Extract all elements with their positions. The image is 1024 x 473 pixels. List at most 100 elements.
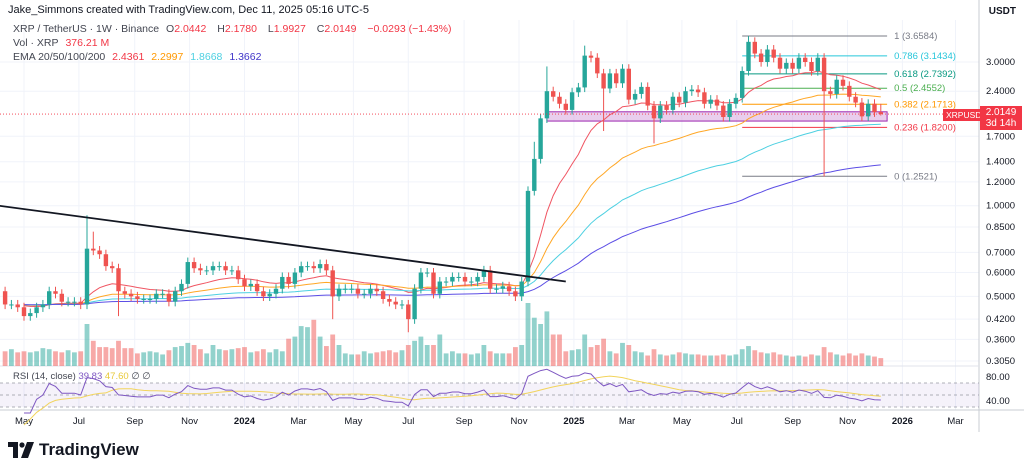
candle [544,66,550,124]
candle [399,299,405,310]
volume-bar [147,351,153,366]
candle-body [15,304,20,308]
volume-bar [702,355,707,366]
rsi-label[interactable]: RSI (14, close) [13,371,76,382]
price-tick-label: 1.7000 [986,131,1015,142]
volume-bar [563,351,569,366]
candle-body [576,87,581,93]
candle [236,265,241,284]
bar-countdown: 3d 14h [985,118,1017,129]
time-tick-label: May [673,416,691,427]
brand-name: TradingView [39,440,139,459]
candle-body [456,276,461,278]
rsi-ma-value: 47.60 [104,371,129,382]
volume-bar [828,352,833,366]
candle-body [362,293,367,295]
volume-bar [651,349,657,366]
candle-body [481,270,487,277]
volume-bar [109,348,115,366]
volume-bar [2,351,8,366]
ema-label[interactable]: EMA 20/50/100/200 [13,51,106,63]
tradingview-logo[interactable]: TradingView [8,440,139,460]
candle-body [872,103,877,113]
volume-bar [872,356,877,366]
volume-bar [116,340,121,366]
candle-body [859,102,865,117]
candle-body [311,266,316,269]
candle-body [135,296,140,300]
volume-bar [462,353,468,366]
volume-bar [456,353,462,366]
candle [53,286,58,299]
candle [740,66,745,103]
candle-body [267,293,272,297]
candle-body [166,293,172,302]
candle-body [771,49,776,58]
volume-bar [752,350,758,366]
candle-body [721,105,726,118]
candle [217,261,222,271]
volume-bar [72,352,77,366]
volume-bar [172,347,178,366]
candle [387,294,392,307]
volume-bar [468,354,474,366]
candle-body [236,270,241,280]
volume-bar [424,345,430,366]
candle-body [374,288,379,292]
volume-bar [9,349,14,366]
candle-body [866,103,871,117]
symbol-title[interactable]: XRP / TetherUS · 1W · Binance [13,23,160,35]
candle [412,284,417,324]
volume-bar [620,342,625,366]
candle [78,297,83,310]
candle-body [355,288,361,294]
candle-body [588,55,594,58]
volume-bar [689,354,695,366]
candle [790,58,795,74]
volume-bar [135,353,140,366]
volume-bar [399,350,405,366]
candle [267,289,272,302]
volume-bar [65,350,71,366]
fib-level-label: 0.5 (2.4552) [894,83,945,94]
currency-label[interactable]: USDT [988,6,1016,17]
ema20-value: 2.4361 [112,51,145,63]
volume-bar [531,317,537,366]
candle [116,263,121,317]
volume-bar [790,356,795,366]
candle-body [796,57,802,69]
volume-bar [185,342,191,366]
candle [557,92,562,109]
candle [664,101,669,115]
candle [160,289,165,299]
candle [506,281,512,296]
candle [614,68,619,88]
candle-body [544,91,550,119]
volume-bar [235,348,241,366]
candle-body [217,266,222,268]
candle-body [53,291,58,294]
candle [645,82,650,111]
candle [821,53,827,177]
candle [601,68,606,132]
candle-body [878,112,883,115]
volume-bar [588,347,594,366]
candle [418,268,424,294]
volume-bar [273,349,279,366]
volume-bar [361,351,367,366]
candle-body [500,286,505,289]
time-tick-label: Sep [784,416,801,427]
volume-bar [387,350,392,366]
volume-bar [639,352,644,366]
candle [815,53,820,76]
hidden-value-icon: ∅ [131,371,140,382]
candle [185,257,190,289]
candle-body [9,304,14,306]
volume-label[interactable]: Vol · XRP [13,37,59,49]
volume-bar [443,353,449,366]
candle-body [803,57,808,63]
candle [91,231,96,256]
candle [859,98,865,122]
volume-bar [46,349,52,366]
